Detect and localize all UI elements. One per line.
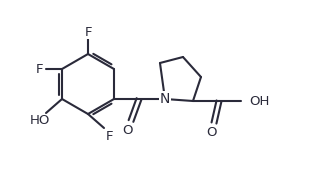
Text: F: F — [84, 25, 92, 38]
Text: F: F — [106, 129, 114, 142]
Text: O: O — [207, 125, 217, 139]
Text: HO: HO — [30, 115, 50, 127]
Text: N: N — [160, 92, 170, 106]
Text: OH: OH — [249, 95, 269, 108]
Text: O: O — [123, 125, 133, 137]
Text: F: F — [35, 62, 43, 76]
